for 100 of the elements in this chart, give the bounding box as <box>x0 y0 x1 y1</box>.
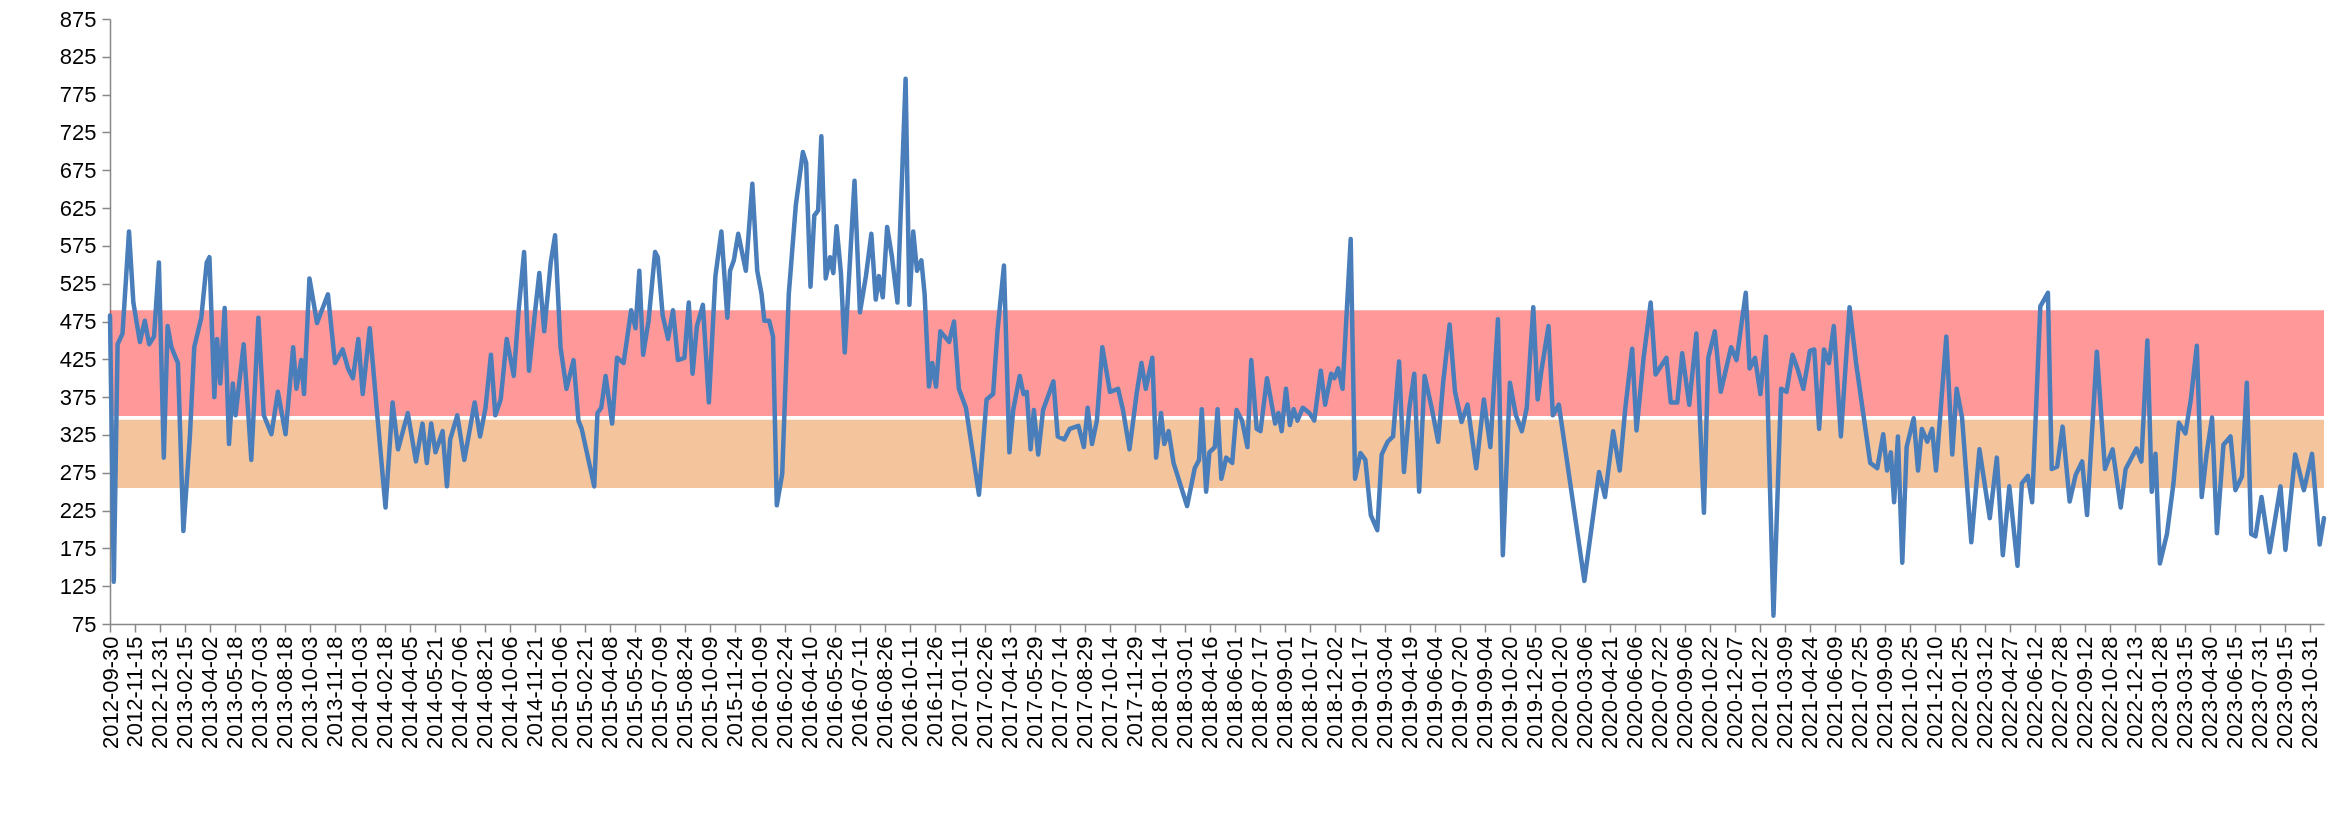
x-tick-label: 2019-07-20 <box>1447 636 1473 750</box>
y-tick-label: 75 <box>72 611 97 637</box>
x-tick-label: 2017-02-26 <box>972 636 998 750</box>
x-tick-label: 2013-08-18 <box>272 636 298 750</box>
x-tick-label: 2015-01-06 <box>547 636 573 750</box>
x-tick-label: 2023-10-31 <box>2297 636 2323 750</box>
x-tick-label: 2019-06-04 <box>1422 636 1448 750</box>
x-tick-label: 2017-07-14 <box>1047 636 1073 750</box>
x-tick-label: 2016-05-26 <box>822 636 848 750</box>
x-tick-label: 2015-10-09 <box>697 636 723 750</box>
y-tick-label: 375 <box>59 384 97 410</box>
x-tick-label: 2019-12-05 <box>1522 636 1548 750</box>
x-tick-label: 2018-03-01 <box>1172 636 1198 750</box>
x-tick-label: 2019-01-17 <box>1347 636 1373 750</box>
x-tick-label: 2023-09-15 <box>2272 636 2298 750</box>
x-tick-label: 2018-10-17 <box>1297 636 1323 750</box>
x-tick-label: 2019-09-04 <box>1472 636 1498 750</box>
x-tick-label: 2012-09-30 <box>97 636 123 750</box>
x-tick-label: 2016-02-24 <box>772 636 798 750</box>
y-tick-label: 425 <box>59 346 97 372</box>
x-tick-label: 2018-09-01 <box>1272 636 1298 750</box>
x-tick-label: 2018-01-14 <box>1147 636 1173 750</box>
x-tick-label: 2017-10-14 <box>1097 636 1123 750</box>
x-tick-label: 2015-11-24 <box>722 636 748 748</box>
x-tick-label: 2014-04-05 <box>397 636 423 750</box>
x-tick-label: 2013-07-03 <box>247 636 273 750</box>
x-tick-label: 2014-07-06 <box>447 636 473 750</box>
y-tick-label: 125 <box>59 573 97 599</box>
x-tick-label: 2023-03-15 <box>2172 636 2198 750</box>
x-tick-label: 2015-07-09 <box>647 636 673 750</box>
x-tick-label: 2023-04-30 <box>2197 636 2223 750</box>
x-tick-label: 2020-01-20 <box>1547 636 1573 750</box>
y-tick-label: 475 <box>59 309 97 334</box>
x-tick-label: 2012-11-15 <box>122 636 148 748</box>
x-tick-label: 2022-04-27 <box>1997 636 2023 750</box>
line-series <box>107 76 2327 618</box>
x-tick-label: 2022-12-13 <box>2122 636 2148 750</box>
x-tick-label: 2016-11-26 <box>922 636 948 748</box>
x-tick-label: 2020-10-22 <box>1697 636 1723 750</box>
x-tick-label: 2020-06-06 <box>1622 636 1648 750</box>
y-tick-label: 725 <box>59 119 97 145</box>
x-tick-label: 2020-12-07 <box>1722 636 1748 750</box>
x-tick-label: 2016-07-11 <box>847 636 873 748</box>
y-tick-label: 225 <box>59 498 97 524</box>
x-tick-label: 2023-06-15 <box>2222 636 2248 750</box>
x-tick-label: 2015-04-08 <box>597 636 623 750</box>
x-tick-label: 2017-04-13 <box>997 636 1023 750</box>
x-tick-label: 2016-04-10 <box>797 636 823 750</box>
x-tick-label: 2018-07-17 <box>1247 636 1273 750</box>
y-tick-label: 675 <box>59 157 97 183</box>
x-tick-label: 2018-04-16 <box>1197 636 1223 750</box>
y-tick-label: 825 <box>59 44 97 70</box>
x-tick-label: 2020-03-06 <box>1572 636 1598 750</box>
y-tick-label: 575 <box>59 233 97 259</box>
y-tick-label: 775 <box>59 82 97 108</box>
x-tick-label: 2021-01-22 <box>1747 636 1773 750</box>
x-tick-label: 2020-09-06 <box>1672 636 1698 750</box>
x-tick-label: 2022-10-28 <box>2097 636 2123 750</box>
x-tick-label: 2019-03-04 <box>1372 636 1398 750</box>
x-tick-label: 2014-08-21 <box>472 636 498 750</box>
x-tick-label: 2016-10-11 <box>897 636 923 748</box>
x-tick-label: 2017-08-29 <box>1072 636 1098 750</box>
x-tick-label: 2014-10-06 <box>497 636 523 750</box>
x-tick-label: 2015-02-21 <box>572 636 598 750</box>
x-tick-label: 2021-06-09 <box>1822 636 1848 750</box>
y-tick-label: 625 <box>59 195 97 221</box>
y-tick-label: 275 <box>59 460 97 486</box>
x-tick-label: 2015-08-24 <box>672 636 698 750</box>
x-tick-label: 2022-09-12 <box>2072 636 2098 750</box>
x-tick-label: 2014-05-21 <box>422 636 448 750</box>
x-tick-label: 2013-05-18 <box>222 636 248 750</box>
x-tick-label: 2016-08-26 <box>872 636 898 750</box>
x-tick-label: 2023-01-28 <box>2147 636 2173 750</box>
x-tick-label: 2022-06-12 <box>2022 636 2048 750</box>
x-tick-label: 2021-09-09 <box>1872 636 1898 750</box>
x-tick-label: 2023-07-31 <box>2247 636 2273 750</box>
x-tick-label: 2022-03-12 <box>1972 636 1998 750</box>
x-tick-label: 2021-03-09 <box>1772 636 1798 750</box>
x-tick-label: 2022-01-25 <box>1947 636 1973 750</box>
x-tick-label: 2013-04-02 <box>197 636 223 750</box>
y-tick-label: 875 <box>59 6 97 32</box>
x-tick-label: 2015-05-24 <box>622 636 648 750</box>
x-tick-label: 2021-07-25 <box>1847 636 1873 750</box>
x-tick-label: 2022-07-28 <box>2047 636 2073 750</box>
x-tick-label: 2019-10-20 <box>1497 636 1523 750</box>
x-tick-label: 2017-05-29 <box>1022 636 1048 750</box>
x-tick-label: 2014-01-03 <box>347 636 373 750</box>
x-tick-label: 2013-10-03 <box>297 636 323 750</box>
x-tick-label: 2018-12-02 <box>1322 636 1348 750</box>
x-tick-label: 2013-02-15 <box>172 636 198 750</box>
x-tick-label: 2013-11-18 <box>322 636 348 748</box>
y-tick-label: 525 <box>59 271 97 297</box>
y-tick-label: 175 <box>59 535 97 561</box>
x-tick-label: 2016-01-09 <box>747 636 773 750</box>
y-tick-label: 325 <box>59 422 97 448</box>
x-tick-label: 2012-12-31 <box>147 636 173 750</box>
x-tick-label: 2014-02-18 <box>372 636 398 750</box>
x-tick-label: 2020-07-22 <box>1647 636 1673 750</box>
x-tick-label: 2021-04-24 <box>1797 636 1823 750</box>
x-tick-label: 2017-01-11 <box>947 636 973 748</box>
